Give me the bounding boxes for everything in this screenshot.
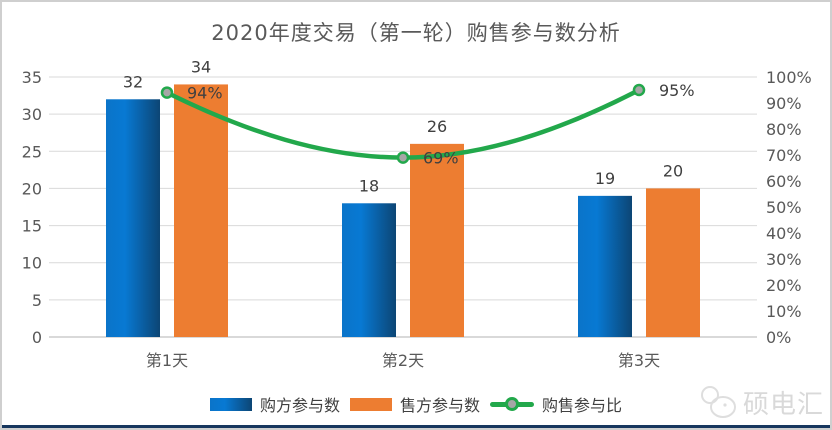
- x-axis-label: 第2天: [382, 351, 424, 370]
- x-axis-label: 第3天: [618, 351, 660, 370]
- plot-area: 0 5 10 15 20 25 30 35 0% 10% 20% 30% 40% 50% 60% 70% 80%…: [22, 57, 812, 370]
- bar-seller: [646, 188, 700, 337]
- bar-value-label: 19: [595, 169, 615, 188]
- x-axis-label: 第1天: [146, 351, 188, 370]
- bar-buyer: [342, 203, 396, 337]
- bottom-accent-bar: [2, 425, 830, 428]
- right-axis-tick: 60%: [766, 172, 802, 191]
- legend-label-ratio: 购售参与比: [542, 396, 623, 415]
- ratio-value-label: 94%: [187, 84, 223, 103]
- legend-swatch-buyer-icon: [209, 397, 252, 411]
- legend-line-marker-icon: [490, 397, 534, 411]
- bar-value-label: 34: [191, 57, 211, 76]
- bar-value-label: 18: [359, 176, 379, 195]
- bar-seller: [174, 84, 228, 337]
- brand-logo-text: 硕电汇: [742, 389, 824, 420]
- right-axis-tick: 50%: [766, 198, 802, 217]
- left-axis-tick: 20: [22, 179, 42, 198]
- legend-item-buyer: 购方参与数: [209, 392, 340, 416]
- ratio-line: [164, 87, 642, 160]
- ratio-marker: [160, 86, 174, 99]
- right-axis-tick: 0%: [766, 328, 791, 347]
- right-axis-tick: 100%: [766, 68, 812, 87]
- right-axis-tick: 40%: [766, 224, 802, 243]
- legend-label-seller: 售方参与数: [399, 396, 480, 415]
- legend-item-seller: 售方参与数: [349, 392, 480, 416]
- legend: 购方参与数 售方参与数 购售参与比: [2, 392, 830, 416]
- chart-title: 2020年度交易（第一轮）购售参与数分析: [211, 21, 621, 45]
- bar-value-label: 26: [427, 117, 447, 136]
- left-axis-tick: 10: [22, 254, 42, 273]
- legend-item-ratio: 购售参与比: [490, 392, 622, 416]
- brand-logo: 硕电汇: [699, 384, 824, 420]
- ratio-value-label: 69%: [423, 149, 459, 168]
- bar-value-label: 32: [123, 72, 143, 91]
- right-axis-tick: 30%: [766, 250, 802, 269]
- left-axis-tick: 35: [22, 68, 42, 87]
- legend-label-buyer: 购方参与数: [259, 396, 340, 415]
- right-axis-tick: 70%: [766, 146, 802, 165]
- right-axis-tick: 10%: [766, 302, 802, 321]
- ratio-marker: [396, 151, 410, 164]
- bar-buyer: [106, 99, 160, 338]
- right-axis-tick: 80%: [766, 120, 802, 139]
- left-axis-tick: 0: [32, 328, 42, 347]
- right-axis-tick: 90%: [766, 94, 802, 113]
- bar-seller: [410, 143, 464, 337]
- right-axis-tick: 20%: [766, 276, 802, 295]
- legend-marker-dot-icon: [505, 397, 519, 411]
- bar-value-label: 20: [663, 161, 683, 180]
- legend-swatch-seller-icon: [349, 397, 392, 411]
- left-axis-tick: 30: [22, 105, 42, 124]
- ratio-marker: [632, 83, 646, 97]
- left-axis-tick: 5: [32, 291, 42, 310]
- left-axis-tick: 15: [22, 217, 42, 236]
- left-axis-tick: 25: [22, 142, 42, 161]
- bar-buyer: [578, 195, 632, 337]
- brand-logo-icon: [700, 386, 736, 418]
- ratio-value-label: 95%: [659, 81, 695, 100]
